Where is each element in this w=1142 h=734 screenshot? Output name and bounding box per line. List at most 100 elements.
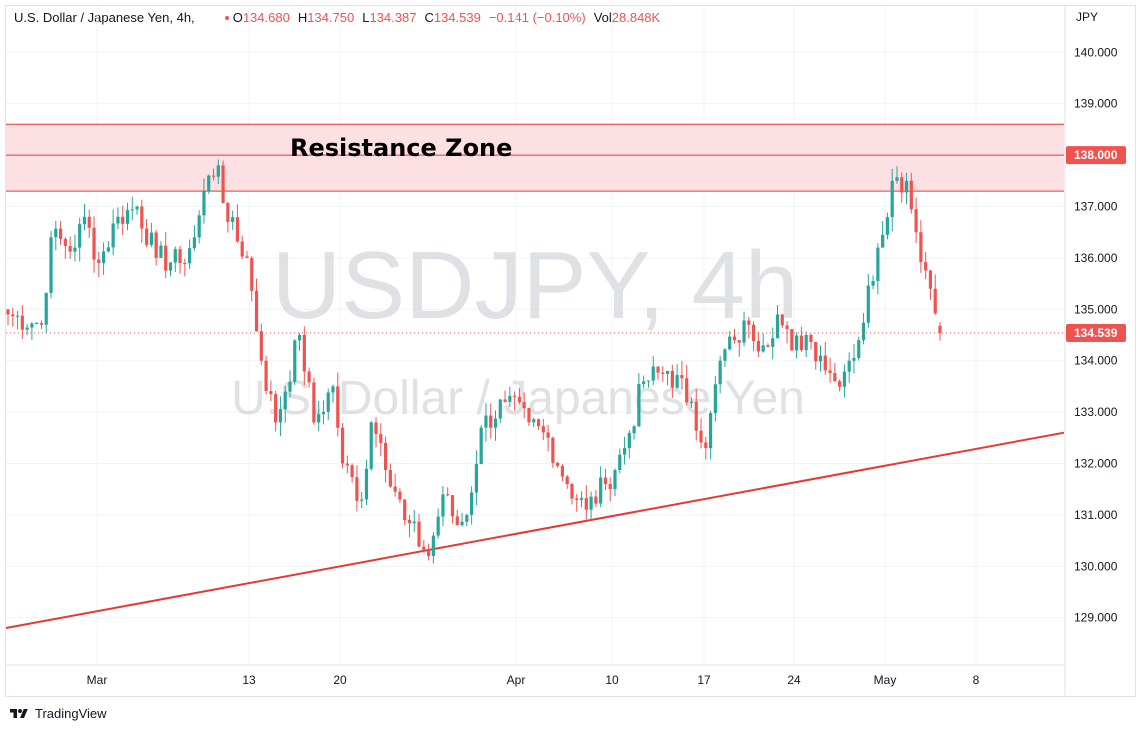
time-tick-label: 13 [242, 673, 256, 687]
candle-body [661, 372, 665, 374]
open-value: 134.680 [242, 10, 290, 25]
candle-body [833, 373, 837, 382]
volume-label: Vol [593, 10, 612, 25]
candle-body [622, 448, 627, 455]
candle-body [149, 232, 153, 245]
candle-body [536, 419, 541, 427]
candle-body [838, 381, 842, 387]
symbol-legend[interactable]: U.S. Dollar / Japanese Yen, 4h, O 134.68… [14, 10, 668, 25]
close-value: 134.539 [433, 10, 481, 25]
candle-body [211, 175, 216, 177]
candle-body [594, 496, 598, 504]
candle-body [403, 499, 407, 521]
candle-body [168, 262, 173, 271]
candle-body [68, 246, 72, 252]
candle-body [82, 216, 87, 225]
candle-body [637, 384, 641, 427]
candle-body [589, 496, 593, 510]
candle-body [412, 521, 416, 524]
candle-body [771, 338, 775, 347]
candle-body [756, 340, 760, 352]
high-label: H [297, 10, 308, 25]
resistance-zone-fill [6, 124, 1064, 192]
candle-body [508, 395, 512, 402]
candle-body [154, 232, 158, 258]
candle-body [766, 345, 770, 347]
candle-body [489, 415, 493, 428]
candle-body [914, 209, 918, 233]
trendline[interactable] [5, 431, 1065, 629]
candle-body [240, 241, 244, 257]
candle-body [551, 437, 555, 463]
candle-body [202, 191, 206, 216]
candle-body [527, 408, 531, 423]
candle-body [197, 215, 201, 238]
zone-level-tag-label: 138.000 [1074, 148, 1118, 162]
candle-body [713, 384, 717, 414]
candle-body [857, 340, 861, 359]
candle-body [35, 323, 39, 325]
candle-body [780, 314, 784, 326]
candle-body [570, 484, 574, 499]
price-tick-label: 130.000 [1074, 559, 1118, 573]
candle-body [111, 223, 115, 248]
candle-body [235, 217, 240, 242]
candle-body [728, 336, 732, 350]
candle-body [685, 378, 689, 403]
price-tick-label: 139.000 [1074, 97, 1118, 111]
candle-body [608, 484, 612, 490]
candle-body [704, 442, 708, 449]
candle-body [226, 202, 230, 222]
candle-body [881, 234, 885, 248]
candle-body [513, 395, 517, 397]
candle-body [742, 320, 746, 343]
candle-body [441, 494, 445, 517]
time-tick-label: Apr [507, 673, 526, 687]
resistance-zone[interactable] [6, 123, 1064, 192]
candle-body [670, 370, 674, 388]
price-tick-label: 134.000 [1074, 354, 1118, 368]
candle-body [422, 546, 426, 551]
candle-body [321, 411, 326, 415]
candle-body [173, 249, 177, 263]
price-axis[interactable]: 140.000 139.000 138.000 137.000 136.000 135.0… [1066, 45, 1126, 625]
candle-body [522, 402, 526, 409]
candle-body [618, 454, 622, 471]
candle-body [847, 360, 851, 372]
candle-body [178, 249, 182, 264]
grid-lines [6, 6, 1064, 664]
candle-body [360, 499, 364, 501]
candle-body [417, 521, 421, 547]
candle-body [125, 209, 130, 224]
candle-body [49, 237, 53, 293]
candle-body [470, 492, 474, 515]
candle-body [345, 463, 349, 466]
candle-body [278, 409, 283, 423]
candle-body [627, 433, 631, 449]
candle-body [656, 366, 660, 373]
candle-body [297, 335, 302, 341]
candle-body [250, 257, 254, 291]
brand-footer[interactable]: TradingView [8, 706, 107, 721]
time-axis[interactable]: Mar 13 20 Apr 10 17 24 May 8 [87, 673, 980, 687]
candle-body [355, 477, 359, 501]
candle-body [446, 494, 450, 496]
candle-body [871, 281, 875, 286]
candle-body [814, 342, 818, 362]
candle-body [63, 238, 67, 247]
currency-label: JPY [1076, 10, 1098, 24]
candle-body [646, 380, 651, 382]
candle-body [785, 325, 789, 330]
candle-body [6, 309, 10, 315]
candle-body [790, 329, 794, 351]
candle-body [885, 217, 890, 235]
candle-body [699, 430, 703, 443]
candle-body [493, 418, 498, 428]
candle-body [895, 177, 899, 181]
candle-body [799, 335, 803, 351]
candle-body [293, 340, 297, 382]
candle-body [73, 247, 77, 252]
candle-body [393, 486, 397, 492]
candle-body [231, 217, 235, 222]
